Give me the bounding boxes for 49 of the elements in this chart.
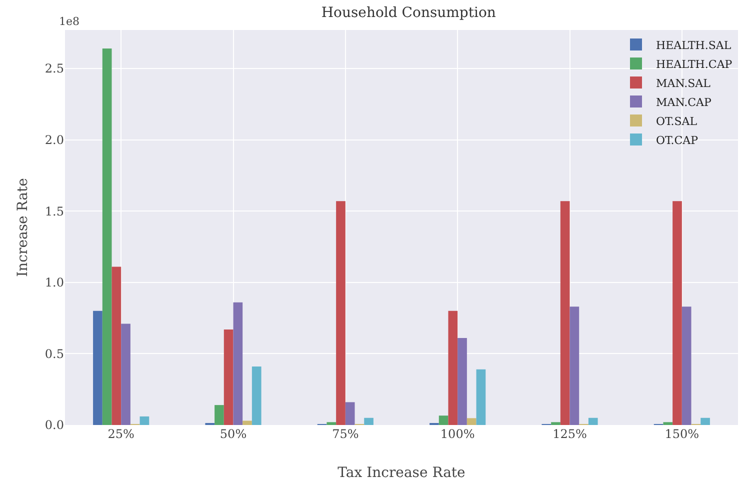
bar bbox=[214, 405, 224, 425]
bar bbox=[682, 306, 692, 425]
legend-label: OT.SAL bbox=[656, 114, 698, 128]
x-tick-label: 75% bbox=[332, 427, 359, 441]
legend-label: HEALTH.SAL bbox=[656, 38, 732, 52]
bar bbox=[102, 48, 112, 425]
x-axis-title: Tax Increase Rate bbox=[338, 465, 466, 481]
bar bbox=[233, 302, 243, 425]
legend-label: OT.CAP bbox=[656, 134, 699, 147]
chart-title: Household Consumption bbox=[321, 5, 496, 22]
bar bbox=[93, 310, 102, 425]
y-tick-label: 0.5 bbox=[44, 346, 64, 361]
x-tick-label: 150% bbox=[664, 427, 700, 441]
bar bbox=[672, 201, 682, 425]
y-tick-label: 1.0 bbox=[44, 276, 64, 290]
bar bbox=[560, 201, 570, 425]
bar bbox=[112, 266, 122, 425]
bar bbox=[466, 418, 476, 425]
legend-label: MAN.CAP bbox=[656, 96, 712, 109]
bar bbox=[121, 324, 130, 425]
bar bbox=[364, 418, 374, 425]
legend-label: MAN.SAL bbox=[656, 76, 712, 90]
y-tick-label: 0.0 bbox=[44, 418, 64, 432]
y-tick-label: 2.5 bbox=[44, 62, 64, 76]
bar bbox=[326, 422, 336, 425]
bar bbox=[588, 418, 598, 425]
y-tick-label: 2.0 bbox=[44, 133, 64, 147]
text: 1e8 bbox=[59, 15, 80, 28]
y-tick-label: 1.5 bbox=[44, 204, 64, 218]
x-tick-label: 100% bbox=[440, 427, 475, 441]
x-tick-label: 125% bbox=[552, 427, 587, 441]
bar bbox=[551, 422, 560, 425]
bar bbox=[336, 201, 346, 425]
bar bbox=[345, 402, 355, 425]
y-axis-title: Increase Rate bbox=[15, 178, 31, 277]
bar bbox=[570, 306, 580, 425]
bar bbox=[438, 416, 448, 425]
bar bbox=[448, 310, 458, 425]
bar bbox=[224, 329, 234, 425]
bar bbox=[476, 369, 486, 425]
x-tick-label: 50% bbox=[220, 427, 247, 441]
legend-label: HEALTH.CAP bbox=[656, 58, 733, 71]
bar bbox=[663, 422, 673, 425]
bar bbox=[242, 420, 252, 425]
x-tick-label: 25% bbox=[108, 427, 134, 441]
bar bbox=[252, 366, 262, 425]
bar bbox=[140, 416, 150, 425]
bar bbox=[700, 418, 710, 425]
bar bbox=[458, 338, 467, 425]
